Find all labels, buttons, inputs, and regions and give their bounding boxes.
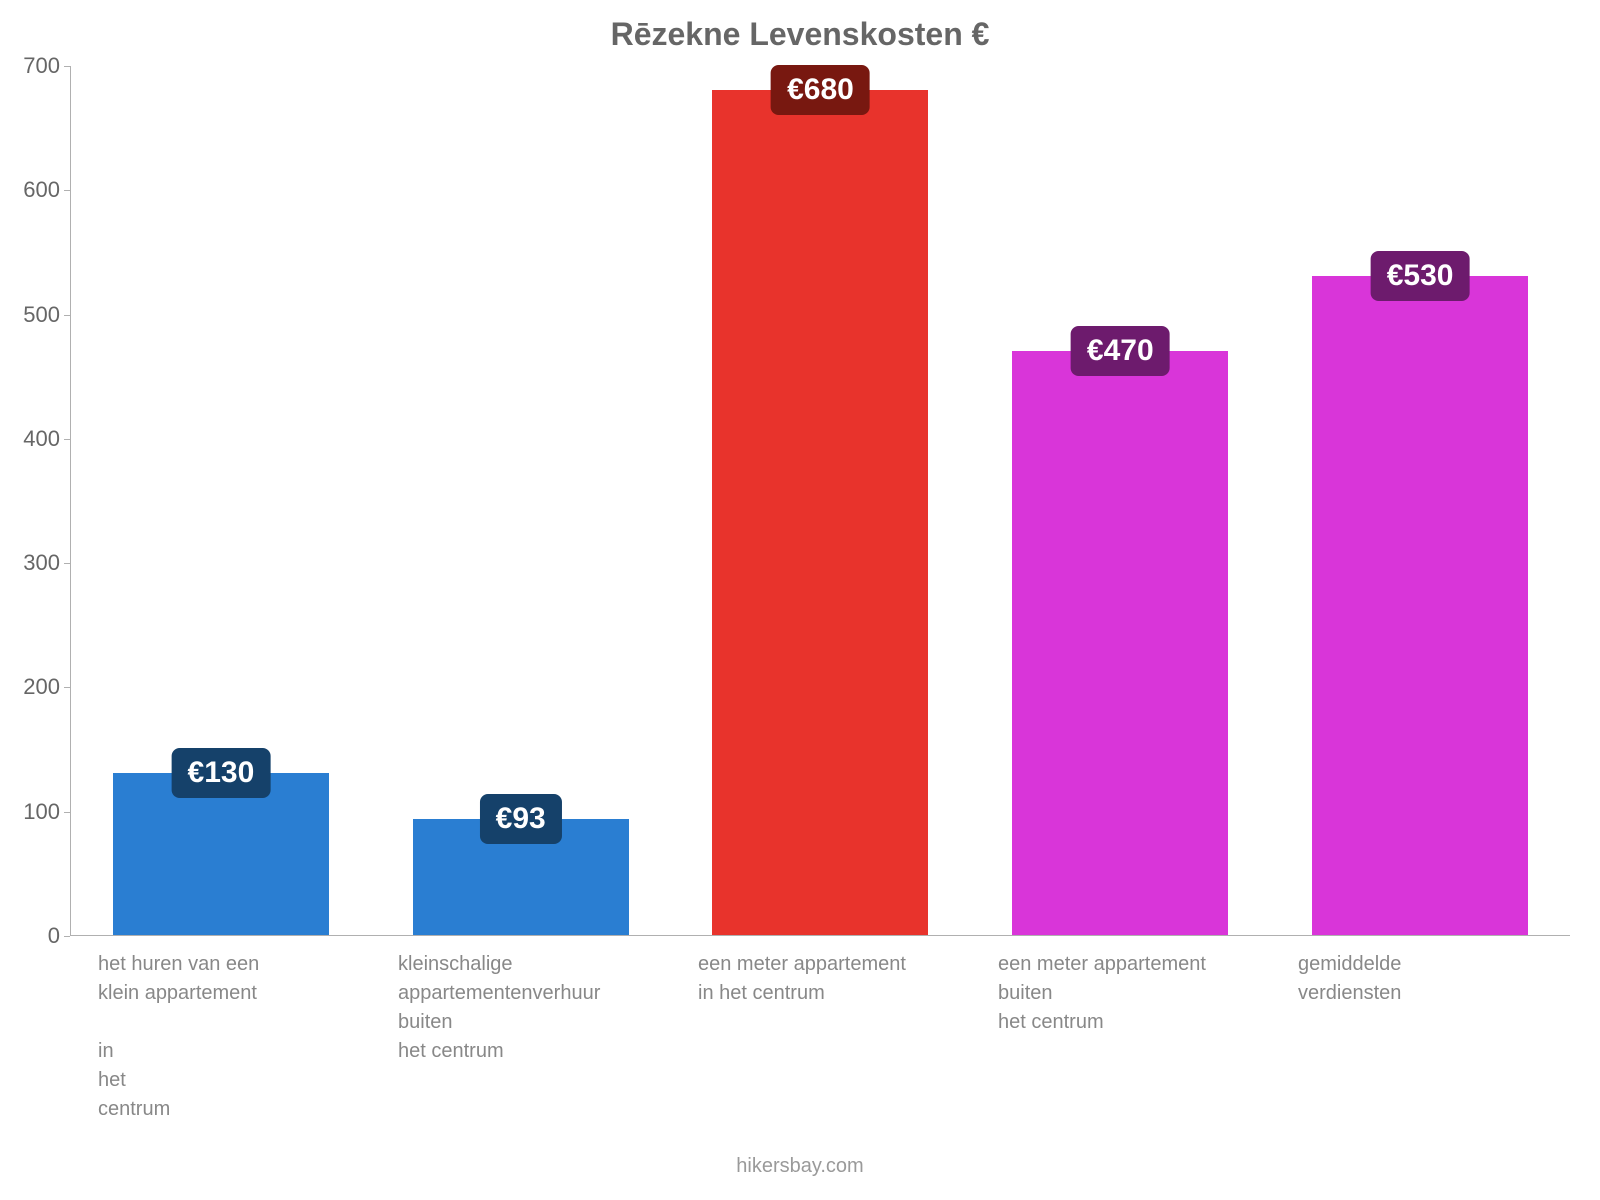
x-tick-label: een meter appartement buiten het centrum bbox=[970, 950, 1270, 1124]
bars-container: €130 €93 €680 €470 €530 bbox=[71, 66, 1570, 935]
bar-slot: €470 bbox=[970, 66, 1270, 935]
bar-slot: €680 bbox=[671, 66, 971, 935]
plot-area: €130 €93 €680 €470 €530 bbox=[70, 66, 1570, 936]
y-tick-label: 100 bbox=[0, 799, 60, 825]
chart-title: Rēzekne Levenskosten € bbox=[0, 16, 1600, 53]
y-tick-label: 400 bbox=[0, 426, 60, 452]
attribution: hikersbay.com bbox=[0, 1155, 1600, 1178]
y-tick-label: 200 bbox=[0, 674, 60, 700]
bar bbox=[1012, 351, 1228, 935]
x-tick-label: kleinschalige appartementenverhuur buite… bbox=[370, 950, 670, 1124]
y-tick-label: 0 bbox=[0, 923, 60, 949]
y-tick-mark bbox=[64, 936, 70, 937]
bar-value-badge: €530 bbox=[1371, 251, 1470, 301]
x-tick-label: gemiddelde verdiensten bbox=[1270, 950, 1570, 1124]
y-tick-label: 300 bbox=[0, 550, 60, 576]
bar-slot: €93 bbox=[371, 66, 671, 935]
bar-value-badge: €93 bbox=[480, 794, 562, 844]
y-tick-label: 500 bbox=[0, 302, 60, 328]
bar-value-badge: €470 bbox=[1071, 326, 1170, 376]
x-tick-label: het huren van een klein appartement in h… bbox=[70, 950, 370, 1124]
y-tick-label: 600 bbox=[0, 177, 60, 203]
bar-value-badge: €680 bbox=[771, 65, 870, 115]
x-axis-labels: het huren van een klein appartement in h… bbox=[70, 950, 1570, 1124]
x-tick-label: een meter appartement in het centrum bbox=[670, 950, 970, 1124]
bar-value-badge: €130 bbox=[172, 748, 271, 798]
bar bbox=[712, 90, 928, 935]
y-tick-label: 700 bbox=[0, 53, 60, 79]
cost-of-living-chart: Rēzekne Levenskosten € 0 100 200 300 400 500 6… bbox=[0, 0, 1600, 1200]
bar bbox=[1312, 276, 1528, 935]
bar-slot: €530 bbox=[1270, 66, 1570, 935]
bar-slot: €130 bbox=[71, 66, 371, 935]
